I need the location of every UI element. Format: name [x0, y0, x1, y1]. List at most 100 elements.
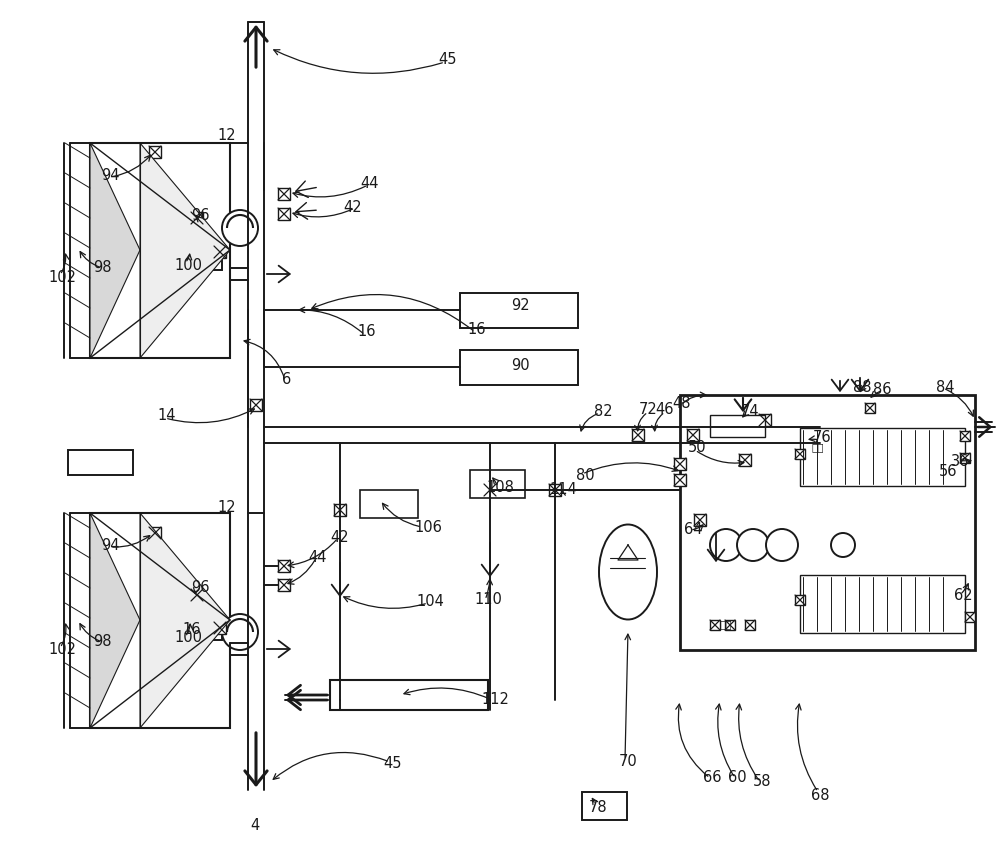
Text: 42: 42 — [331, 529, 349, 545]
Text: 68: 68 — [811, 788, 829, 802]
Bar — [710, 620, 720, 630]
Polygon shape — [90, 513, 140, 728]
Bar — [960, 453, 970, 463]
Text: 62: 62 — [954, 588, 972, 602]
Bar — [190, 250, 222, 270]
Bar — [795, 595, 805, 605]
Text: 94: 94 — [101, 168, 119, 182]
Text: 16: 16 — [183, 623, 201, 637]
Text: 12: 12 — [218, 499, 236, 515]
Text: 48: 48 — [673, 395, 691, 411]
Bar — [214, 622, 226, 634]
Text: 42: 42 — [344, 199, 362, 215]
Bar — [334, 504, 346, 516]
Text: 80: 80 — [576, 468, 594, 484]
Circle shape — [737, 529, 769, 561]
Bar — [190, 620, 222, 640]
Bar — [865, 403, 875, 413]
Bar — [674, 474, 686, 486]
Circle shape — [766, 529, 798, 561]
Text: 114: 114 — [549, 483, 577, 497]
Bar — [800, 575, 965, 633]
Bar — [694, 514, 706, 526]
Bar — [795, 449, 805, 459]
Text: 70: 70 — [619, 754, 637, 770]
Text: 94: 94 — [101, 538, 119, 552]
Bar — [90, 513, 230, 728]
Bar — [90, 143, 230, 358]
Text: 106: 106 — [414, 521, 442, 535]
Bar — [460, 293, 578, 328]
Text: 58: 58 — [753, 775, 771, 789]
Bar — [484, 484, 496, 496]
Text: 78: 78 — [589, 801, 607, 815]
Text: 44: 44 — [361, 175, 379, 191]
Bar — [739, 454, 751, 466]
Circle shape — [222, 210, 258, 246]
Bar — [470, 470, 525, 498]
Text: 104: 104 — [416, 594, 444, 610]
Text: 4: 4 — [250, 818, 260, 832]
Text: 102: 102 — [48, 270, 76, 284]
Polygon shape — [140, 513, 230, 728]
Text: 50: 50 — [688, 441, 706, 455]
Bar — [549, 484, 561, 496]
Bar — [250, 399, 262, 411]
Text: 96: 96 — [191, 209, 209, 223]
Bar — [582, 792, 627, 820]
Bar — [759, 414, 771, 426]
Bar — [278, 579, 290, 591]
Bar — [149, 146, 161, 158]
Text: 空气: 空气 — [812, 442, 824, 452]
Text: 76: 76 — [813, 430, 831, 446]
Bar — [687, 429, 699, 441]
Bar — [710, 415, 765, 437]
Text: 90: 90 — [511, 357, 529, 373]
Bar — [680, 395, 975, 650]
Bar — [278, 560, 290, 572]
Bar — [674, 458, 686, 470]
Text: 92: 92 — [511, 297, 529, 313]
Bar — [149, 527, 161, 539]
Text: 36: 36 — [951, 454, 969, 470]
Bar — [191, 589, 203, 601]
Text: 72: 72 — [639, 403, 657, 417]
Text: 88: 88 — [853, 381, 871, 395]
Bar — [278, 188, 290, 200]
Text: 14: 14 — [158, 409, 176, 423]
Bar — [745, 620, 755, 630]
Text: 6: 6 — [282, 373, 292, 387]
Circle shape — [710, 529, 742, 561]
Bar — [725, 620, 735, 630]
Text: 45: 45 — [384, 756, 402, 771]
Bar — [278, 208, 290, 220]
Circle shape — [831, 533, 855, 557]
Text: 64: 64 — [684, 522, 702, 538]
Text: 16: 16 — [468, 322, 486, 338]
Bar — [800, 428, 965, 486]
Text: 82: 82 — [594, 405, 612, 419]
Text: 16: 16 — [358, 325, 376, 339]
Bar — [965, 612, 975, 622]
Polygon shape — [140, 143, 230, 358]
Text: 84: 84 — [936, 381, 954, 395]
Bar — [360, 490, 418, 518]
Bar — [632, 429, 644, 441]
Text: 102: 102 — [48, 643, 76, 657]
Text: 110: 110 — [474, 593, 502, 607]
Text: 60: 60 — [728, 771, 746, 785]
Bar — [330, 680, 488, 710]
Text: 46: 46 — [656, 403, 674, 417]
Text: 86: 86 — [873, 382, 891, 398]
Text: 100: 100 — [174, 631, 202, 645]
Text: 56: 56 — [939, 465, 957, 479]
Text: 空气: 空气 — [720, 619, 732, 629]
Bar — [460, 350, 578, 385]
Bar — [68, 450, 133, 475]
Text: 108: 108 — [486, 479, 514, 495]
Circle shape — [222, 614, 258, 650]
Text: 74: 74 — [741, 405, 759, 419]
Text: 96: 96 — [191, 581, 209, 595]
Text: 44: 44 — [309, 551, 327, 565]
Text: 98: 98 — [93, 635, 111, 649]
